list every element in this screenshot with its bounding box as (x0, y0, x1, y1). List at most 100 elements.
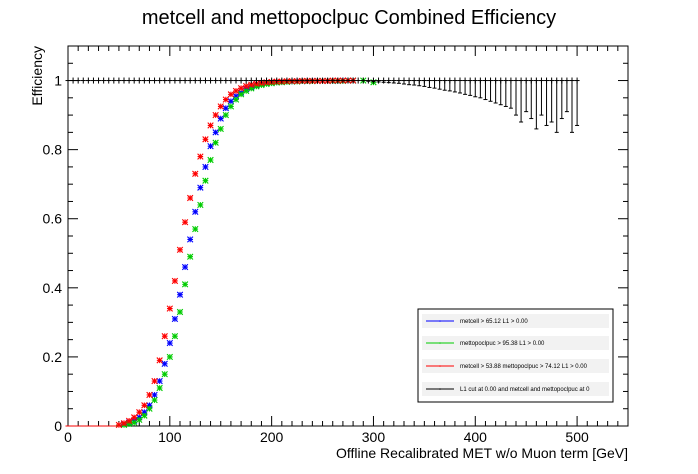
data-point (181, 281, 189, 288)
legend-marker (439, 388, 441, 390)
data-point (161, 360, 168, 368)
data-point (146, 391, 153, 399)
data-point (186, 194, 194, 202)
data-point (156, 357, 163, 364)
x-tick-label: 500 (565, 429, 589, 445)
data-point (171, 277, 179, 285)
data-point (202, 136, 209, 143)
data-point (227, 103, 235, 110)
y-tick-label: 1 (54, 73, 62, 89)
data-point (176, 308, 184, 316)
series-layer (65, 77, 580, 429)
data-point (136, 408, 143, 416)
data-point (237, 91, 245, 98)
x-tick-label: 200 (260, 429, 284, 445)
legend-marker (439, 365, 441, 367)
data-point (222, 104, 230, 112)
legend-entry-bg (422, 336, 609, 350)
data-point (141, 412, 148, 419)
x-tick-label: 0 (64, 429, 72, 445)
data-point (212, 129, 219, 136)
data-point (156, 377, 163, 385)
data-point (192, 225, 199, 233)
data-point (192, 170, 199, 178)
y-tick-label: 0 (54, 418, 62, 434)
data-point (207, 142, 214, 150)
legend-entry-bg (422, 359, 609, 373)
legend-label: L1 cut at 0.00 and metcell and mettopocl… (460, 387, 590, 393)
data-point (186, 236, 194, 243)
data-point (125, 417, 133, 425)
data-point (151, 377, 158, 385)
data-point (207, 122, 214, 129)
data-point (141, 402, 148, 409)
data-point (227, 98, 235, 105)
data-point (146, 405, 153, 412)
data-point (232, 96, 240, 103)
data-point (212, 111, 219, 119)
data-point (120, 420, 128, 427)
data-point (166, 339, 174, 347)
data-point (197, 201, 204, 209)
data-point (171, 315, 179, 323)
data-point (197, 184, 204, 191)
series-0 (65, 77, 357, 428)
series-1 (65, 77, 377, 429)
data-point (217, 103, 224, 110)
legend-entry-bg (422, 314, 609, 328)
x-axis-label: Offline Recalibrated MET w/o Muon term [… (336, 445, 628, 461)
x-tick-label: 400 (464, 429, 488, 445)
data-point (176, 246, 184, 254)
legend-label: metcell > 53.88 mettopoclpuc > 74.12 L1 … (460, 364, 588, 370)
data-point (212, 139, 219, 146)
data-point (136, 416, 143, 423)
data-point (166, 305, 174, 312)
data-point (161, 370, 168, 378)
data-point (115, 421, 123, 429)
data-point (197, 153, 204, 160)
data-point (217, 115, 224, 122)
data-point (232, 87, 240, 95)
legend-label: metcell > 65.12 L1 > 0.00 (460, 319, 528, 325)
legend-label: mettopoclpuc > 95.38 L1 > 0.00 (460, 341, 545, 347)
data-point (227, 91, 235, 98)
data-point (248, 85, 255, 92)
y-tick-label: 0.8 (43, 142, 63, 158)
legend-marker (439, 342, 441, 344)
data-point (202, 163, 209, 171)
data-point (232, 92, 240, 100)
data-point (202, 177, 209, 184)
data-point (217, 125, 224, 133)
x-tick-label: 100 (158, 429, 182, 445)
data-point (248, 81, 255, 88)
data-point (192, 208, 199, 216)
y-tick-label: 0.4 (43, 280, 63, 296)
data-point (186, 253, 194, 260)
data-point (166, 353, 174, 361)
data-point (161, 332, 168, 340)
data-point (242, 82, 250, 90)
series-2 (65, 77, 357, 429)
data-point (207, 156, 214, 164)
legend-marker (439, 320, 441, 322)
data-point (242, 87, 250, 95)
legend: metcell > 65.12 L1 > 0.00 mettopoclpuc > … (417, 308, 614, 403)
legend-entry-bg (422, 382, 609, 396)
data-point (181, 218, 189, 226)
data-point (146, 402, 153, 409)
y-axis-label: Efficiency (29, 46, 45, 106)
data-point (156, 384, 163, 392)
data-point (130, 419, 138, 426)
data-point (253, 80, 260, 87)
data-point (125, 420, 133, 428)
data-point (151, 391, 158, 399)
data-point (130, 414, 138, 421)
series-3 (65, 77, 580, 133)
data-point (222, 96, 230, 103)
y-tick-label: 0.6 (43, 211, 63, 227)
data-point (171, 332, 179, 340)
data-point (151, 396, 158, 404)
x-tick-label: 300 (362, 429, 386, 445)
